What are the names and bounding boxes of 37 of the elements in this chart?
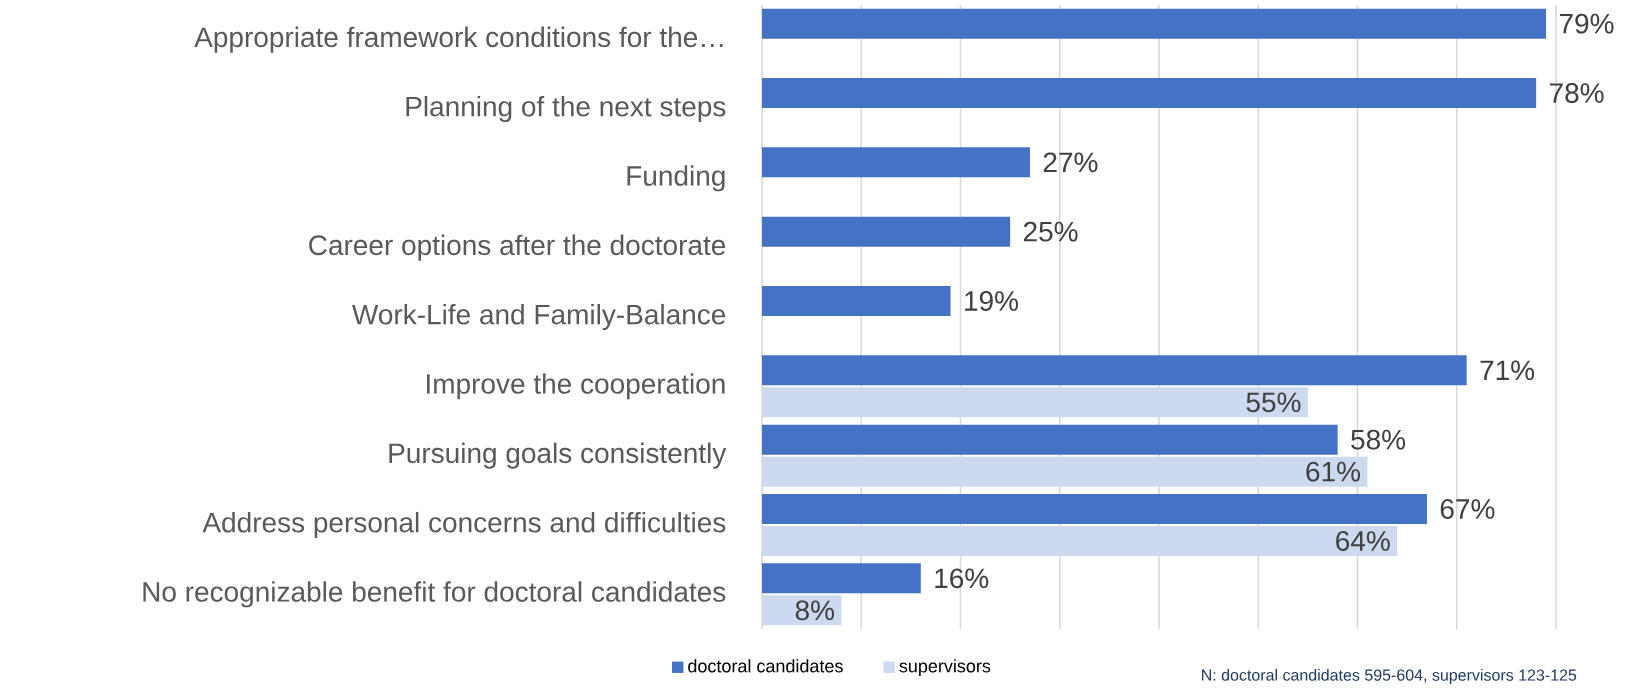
y-tick-label: Career options after the doctorate bbox=[309, 234, 726, 261]
y-tick-label: Planning of the next steps bbox=[406, 95, 726, 123]
y-tick-label: Funding bbox=[627, 165, 725, 192]
bar bbox=[762, 387, 1308, 418]
y-tick-label: Pursuing goals consistently bbox=[389, 442, 727, 469]
data-label: 8% bbox=[795, 600, 834, 621]
bar bbox=[762, 147, 1030, 178]
legend-label: supervisors bbox=[899, 659, 991, 677]
y-tick-label: Appropriate framework conditions for the… bbox=[194, 26, 723, 53]
bar bbox=[762, 526, 1398, 556]
bar bbox=[762, 355, 1467, 386]
bar bbox=[762, 424, 1338, 455]
y-tick-label: Work-Life and Family-Balance bbox=[352, 303, 726, 331]
bar bbox=[762, 8, 1547, 39]
text: N: doctoral candidates 595-604, supervisors 123-125 bbox=[1202, 668, 1577, 684]
bar bbox=[762, 285, 951, 316]
data-label: 67% bbox=[1440, 499, 1495, 519]
y-tick-label: Improve the cooperation bbox=[427, 373, 725, 400]
data-label: 27% bbox=[1043, 152, 1098, 173]
data-label: 71% bbox=[1480, 360, 1535, 381]
data-label: 61% bbox=[1306, 461, 1361, 482]
bar bbox=[762, 493, 1427, 524]
data-label: 79% bbox=[1559, 13, 1614, 34]
data-label: 16% bbox=[935, 568, 989, 589]
y-tick-label: No recognizable benefit for doctoral candidates bbox=[143, 581, 726, 608]
bar bbox=[762, 456, 1368, 487]
legend-label: doctoral candidates bbox=[688, 659, 843, 673]
data-label: 55% bbox=[1246, 392, 1301, 413]
data-label: 64% bbox=[1336, 531, 1390, 551]
y-tick-label: Address personal concerns and difficulties bbox=[202, 511, 726, 539]
bar bbox=[762, 216, 1011, 247]
data-label: 78% bbox=[1549, 83, 1604, 103]
data-label: 25% bbox=[1023, 221, 1078, 242]
bar bbox=[762, 78, 1537, 108]
bar bbox=[762, 563, 921, 594]
data-label: 58% bbox=[1351, 429, 1406, 450]
data-label: 19% bbox=[965, 291, 1019, 311]
